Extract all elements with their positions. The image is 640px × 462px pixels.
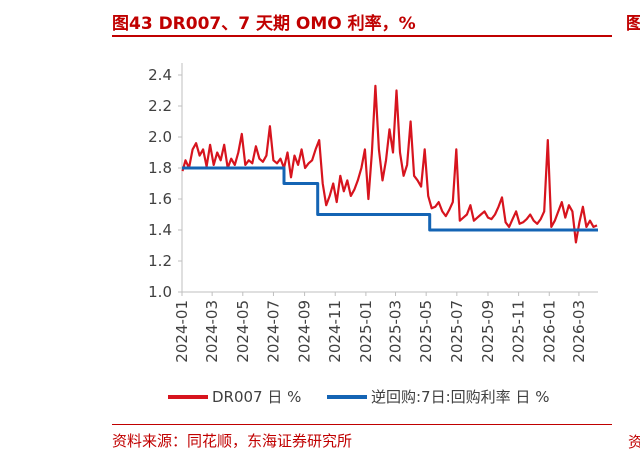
y-tick-label: 1.2	[148, 252, 172, 270]
title-rule	[112, 35, 612, 37]
x-tick-label: 2024-05	[234, 300, 252, 363]
x-tick-label: 2024-01	[173, 300, 191, 363]
edge-glyph-top: 图	[626, 14, 640, 34]
x-tick-label: 2025-01	[357, 300, 375, 363]
x-tick-label: 2024-07	[264, 300, 282, 363]
legend-label-omo: 逆回购:7日:回购利率 日 %	[371, 388, 549, 406]
y-tick-label: 1.6	[148, 190, 172, 208]
y-tick-label: 1.8	[148, 159, 172, 177]
y-tick-label: 2.2	[148, 97, 172, 115]
dr007-series-line	[181, 84, 598, 244]
line-chart: 1.0 1.2 1.4 1.6 1.8 2.0 2.2 2.4 2024-01 2024-03 20…	[148, 63, 598, 406]
legend-layer: DR007 日 % 逆回购:7日:回购利率 日 %	[168, 388, 549, 406]
figure-title: 图43 DR007、7 天期 OMO 利率，%	[112, 14, 416, 34]
x-tick-label: 2025-05	[417, 300, 435, 363]
source-rule	[112, 424, 612, 425]
y-tick-label: 2.0	[148, 128, 172, 146]
legend-label-dr007: DR007 日 %	[212, 388, 301, 406]
axes-layer: 1.0 1.2 1.4 1.6 1.8 2.0 2.2 2.4 2024-01 2024-03 20…	[148, 63, 598, 363]
y-tick-label: 1.4	[148, 221, 172, 239]
x-tick-label: 2025-03	[387, 300, 405, 363]
x-tick-label: 2024-03	[203, 300, 221, 363]
x-tick-label: 2026-01	[540, 300, 558, 363]
x-tick-label: 2025-11	[510, 300, 528, 363]
y-tick-label: 2.4	[148, 66, 172, 84]
edge-glyph-bottom: 资	[627, 433, 640, 451]
x-tick-label: 2026-03	[570, 300, 588, 363]
y-tick-label: 1.0	[148, 283, 172, 301]
x-tick-label: 2025-09	[479, 300, 497, 363]
x-tick-label: 2025-07	[448, 300, 466, 363]
x-tick-label: 2024-09	[296, 300, 314, 363]
series-layer	[181, 84, 598, 244]
x-tick-label: 2024-11	[326, 300, 344, 363]
omo-series-line	[182, 166, 598, 232]
figure-source: 资料来源：同花顺，东海证券研究所	[112, 432, 353, 450]
